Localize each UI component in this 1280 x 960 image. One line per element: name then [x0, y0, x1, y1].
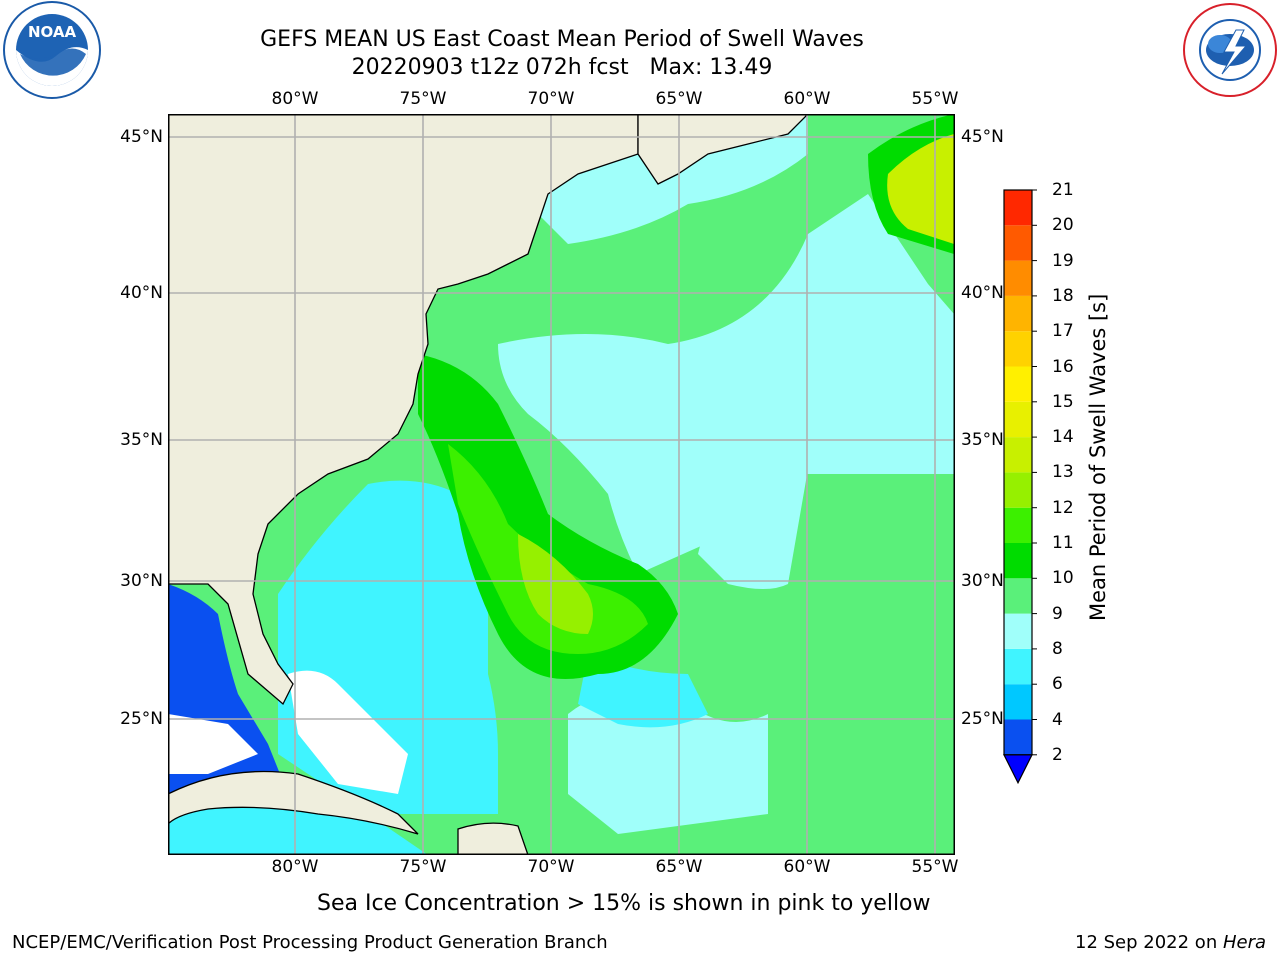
lon-label-top: 75°W [399, 89, 447, 109]
lat-label-left: 30°N [120, 571, 163, 591]
lon-label-top: 65°W [655, 89, 703, 109]
colorbar-tick-label: 11 [1052, 533, 1074, 553]
colorbar-tick-label: 4 [1052, 709, 1063, 730]
colorbar-bin [1004, 437, 1032, 473]
missing-data-gulf [169, 714, 258, 774]
land-cuba [169, 770, 419, 835]
land-hispaniola [457, 822, 529, 854]
colorbar-bin [1004, 543, 1032, 579]
footer-host: Hera [1222, 932, 1266, 953]
noaa-logo-text: NOAA [28, 23, 77, 41]
land-new-england [637, 115, 808, 185]
land-north-america [169, 115, 639, 706]
lat-label-right: 40°N [961, 283, 1004, 303]
lon-label-bottom: 60°W [783, 857, 831, 877]
lon-label-bottom: 70°W [527, 857, 575, 877]
footer-credit: NCEP/EMC/Verification Post Processing Pr… [12, 932, 608, 953]
colorbar-tick-label: 18 [1052, 285, 1074, 306]
colorbar-tick-label: 6 [1052, 674, 1063, 695]
swell-region-ne-max [887, 134, 954, 244]
swell-region-8-9-south [568, 691, 768, 834]
missing-data-bahamas [288, 670, 408, 794]
colorbar-bin [1004, 472, 1032, 508]
lon-label-bottom: 55°W [911, 857, 959, 877]
colorbar-bin [1004, 507, 1032, 543]
colorbar-bin [1004, 190, 1032, 226]
colorbar-tick-label: 9 [1052, 603, 1063, 624]
lat-label-left: 40°N [120, 283, 163, 303]
lat-label-left: 25°N [120, 709, 163, 729]
swell-region-6-8-caribbean [169, 794, 427, 854]
colorbar-bin [1004, 366, 1032, 402]
swell-region-11-12-core [448, 444, 648, 654]
colorbar-bin [1004, 613, 1032, 649]
lon-label-top: 70°W [527, 89, 575, 109]
colorbar-tick-label: 21 [1052, 180, 1074, 200]
colorbar-bin [1004, 225, 1032, 261]
map-panel [168, 114, 955, 855]
lon-label-top: 60°W [783, 89, 831, 109]
lon-label-bottom: 65°W [655, 857, 703, 877]
colorbar-tick-label: 20 [1052, 215, 1074, 236]
map-title: GEFS MEAN US East Coast Mean Period of S… [260, 27, 864, 52]
swell-region-8-9-east [498, 194, 954, 574]
colorbar-bin [1004, 578, 1032, 614]
lat-label-left: 45°N [120, 127, 163, 147]
lat-label-right: 30°N [961, 571, 1004, 591]
colorbar-tick-labels: 2 4 6 8 9 10 11 12 13 14 15 16 17 18 19 20 21 [1052, 0, 1092, 960]
lon-label-bottom: 80°W [271, 857, 319, 877]
sea-ice-note: Sea Ice Concentration > 15% is shown in … [317, 891, 931, 916]
noaa-logo-icon: NOAA [3, 1, 101, 99]
lat-label-right: 25°N [961, 709, 1004, 729]
colorbar-under-extension [1003, 754, 1033, 784]
colorbar-tick-label: 2 [1052, 744, 1063, 765]
colorbar-tick-label: 13 [1052, 462, 1074, 483]
lat-label-left: 35°N [120, 430, 163, 450]
lon-label-top: 55°W [911, 89, 959, 109]
colorbar-bin [1004, 648, 1032, 685]
colorbar-bin [1004, 260, 1032, 296]
colorbar-tick-label: 14 [1052, 427, 1074, 448]
lat-label-right: 45°N [961, 127, 1004, 147]
map-subtitle: 20220903 t12z 072h fcst Max: 13.49 [351, 55, 773, 80]
colorbar-tick-label: 19 [1052, 250, 1074, 271]
colorbar-tick-label: 16 [1052, 356, 1074, 377]
colorbar-bin [1004, 719, 1032, 755]
nws-logo-icon [1183, 3, 1277, 97]
colorbar [1003, 189, 1037, 784]
lat-label-right: 35°N [961, 430, 1004, 450]
colorbar-title: Mean Period of Swell Waves [s] [1086, 293, 1110, 621]
colorbar-bin [1004, 331, 1032, 367]
swell-region-12-13-core [518, 534, 593, 634]
colorbar-tick-label: 8 [1052, 638, 1063, 659]
footer-date: 12 Sep 2022 on Hera [1075, 932, 1266, 954]
footer-date-text: 12 Sep 2022 on [1075, 932, 1223, 953]
colorbar-bin [1004, 401, 1032, 438]
lon-label-bottom: 75°W [399, 857, 447, 877]
graticule [169, 115, 954, 854]
lon-label-top: 80°W [271, 89, 319, 109]
colorbar-tick-label: 10 [1052, 568, 1074, 589]
colorbar-tick-label: 17 [1052, 321, 1074, 342]
colorbar-bin [1004, 684, 1032, 720]
map-frame [168, 114, 955, 855]
swell-region-8-9-center [698, 469, 808, 589]
colorbar-tick-label: 15 [1052, 391, 1074, 412]
colorbar-bin [1004, 295, 1032, 332]
swell-region-8-9-north [538, 115, 808, 244]
colorbar-tick-label: 12 [1052, 497, 1074, 518]
